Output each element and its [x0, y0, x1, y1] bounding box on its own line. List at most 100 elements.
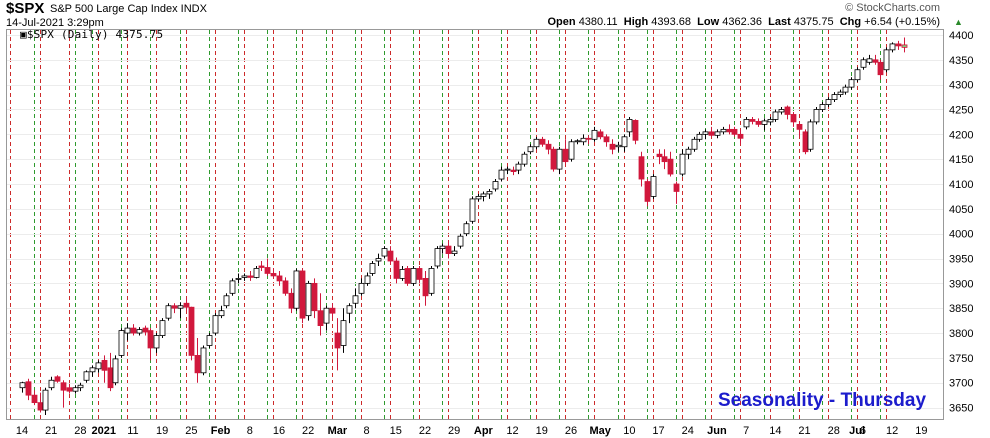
candle-body [288, 292, 295, 309]
candle-body [206, 335, 213, 346]
candle-body [369, 263, 376, 274]
last-value: 4375.75 [793, 16, 834, 28]
candle-body [679, 153, 686, 175]
y-tick-label: 4100 [949, 179, 973, 191]
x-tick-label: 11 [127, 425, 138, 437]
candle-body [819, 104, 826, 110]
candle-body [621, 136, 628, 148]
candle-body [451, 250, 458, 254]
y-tick-label: 4150 [949, 154, 973, 166]
candle-body [387, 250, 394, 262]
candle-body [253, 268, 260, 278]
candle-body [661, 156, 668, 163]
x-tick-label: Feb [211, 425, 231, 437]
x-axis: 14 21 28 2021 11 19 25 Feb 8 16 22 Mar 8 15 22 29 Apr 12 1… [16, 425, 928, 437]
candle-body [171, 305, 178, 309]
x-tick-label: 25 [185, 425, 197, 437]
candle-body [527, 146, 534, 153]
candle-body [825, 99, 832, 105]
candle-body [872, 59, 879, 63]
x-tick-label: 19 [915, 425, 927, 437]
candle-body [270, 273, 277, 277]
candle-body [802, 131, 809, 153]
x-tick-label: Jun [707, 425, 727, 437]
candle-body [393, 260, 400, 279]
candle-body [807, 121, 814, 150]
candle-body [498, 169, 505, 180]
x-tick-label: Mar [328, 425, 348, 437]
security-name: S&P 500 Large Cap Index INDX [50, 3, 207, 15]
candle-body [404, 268, 411, 284]
candle-body [346, 305, 353, 314]
candle-body [375, 258, 382, 262]
candle-body [159, 320, 166, 336]
candle-body [539, 138, 546, 145]
candle-body [895, 43, 902, 47]
candle-body [439, 245, 446, 249]
candle-body [480, 193, 487, 197]
candle-body [702, 131, 709, 135]
open-value: 4380.11 [578, 16, 618, 28]
candle-body [153, 335, 160, 349]
x-tick-label: Apr [474, 425, 494, 437]
y-tick-label: 3700 [949, 378, 973, 390]
candle-body [37, 402, 44, 411]
candle-body [276, 275, 283, 282]
x-tick-label: 26 [565, 425, 577, 437]
candle-body [264, 267, 271, 274]
candle-body [434, 248, 441, 267]
candle-body [399, 269, 406, 279]
candle-body [545, 143, 552, 150]
y-axis: 3650 3700 3750 3800 3850 3900 3950 4000 4050 4100… [949, 30, 973, 415]
symbol: $SPX [6, 0, 45, 17]
candle-body [72, 387, 79, 392]
candle-body [550, 148, 557, 170]
price-grid [7, 35, 943, 409]
x-tick-label: 29 [448, 425, 460, 437]
candle-body [311, 282, 318, 312]
candle-body [317, 310, 324, 327]
chart-legend: ▣$SPX (Daily) 4375.75 [20, 28, 164, 41]
candle-body [177, 305, 184, 309]
x-tick-label: 10 [623, 425, 635, 437]
y-tick-label: 4300 [949, 80, 973, 92]
candle-body [743, 119, 750, 128]
candle-body [147, 330, 154, 349]
x-tick-label: May [589, 425, 611, 437]
y-tick-label: 3900 [949, 278, 973, 290]
candle-body [235, 278, 242, 280]
y-tick-label: 3850 [949, 303, 973, 315]
candle-body [31, 394, 38, 404]
x-tick-label: 12 [506, 425, 518, 437]
candle-body [305, 282, 312, 317]
candle-body [515, 163, 522, 171]
candle-body [720, 128, 727, 133]
x-tick-label: 28 [74, 425, 86, 437]
candle-body [323, 307, 330, 324]
candle-body [691, 138, 698, 150]
y-tick-label: 3800 [949, 328, 973, 340]
y-tick-label: 3950 [949, 254, 973, 266]
candle-body [89, 367, 96, 373]
candle-body [626, 119, 633, 133]
candle-body [212, 315, 219, 334]
candle-body [293, 270, 300, 309]
candle-body [737, 133, 744, 139]
change-value: +6.54 (+0.15%) [864, 16, 940, 28]
x-tick-label: 16 [273, 425, 285, 437]
candle-body [638, 156, 645, 180]
candle-body [568, 141, 575, 160]
candle-body [778, 109, 785, 113]
candle-body [685, 148, 692, 155]
x-tick-label: 6 [860, 425, 866, 437]
candle-body [223, 295, 230, 307]
candle-body [585, 137, 592, 140]
candle-body [603, 136, 610, 143]
x-tick-label: 15 [390, 425, 402, 437]
x-tick-label: 7 [743, 425, 749, 437]
candle-body [504, 168, 511, 171]
candle-body [813, 109, 820, 123]
x-tick-label: 12 [886, 425, 898, 437]
x-tick-label: 8 [363, 425, 369, 437]
